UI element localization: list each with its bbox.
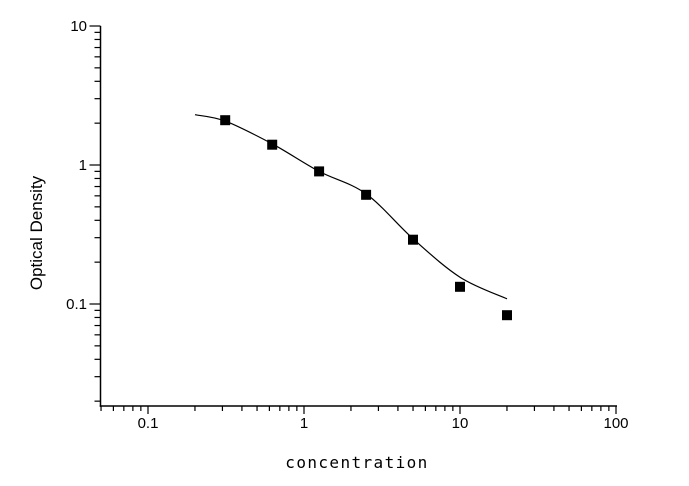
data-point-marker (267, 139, 278, 150)
axes-layer (99, 26, 617, 407)
x-tick-label: 1 (300, 415, 308, 432)
x-tick-label: 0.1 (138, 415, 159, 432)
y-tick-label: 1 (79, 157, 87, 174)
x-tick-label: 100 (603, 415, 628, 432)
data-point-marker (361, 189, 372, 200)
y-axis-title: Optical Density (27, 175, 46, 290)
ticks-layer (89, 25, 617, 414)
data-point-marker (408, 234, 418, 245)
data-point-marker (502, 310, 512, 321)
x-axis-title: concentration (285, 453, 428, 472)
y-tick-label: 10 (70, 18, 87, 35)
y-tick-label: 0.1 (66, 296, 87, 313)
x-tick-label: 10 (452, 415, 469, 432)
tick-labels-layer: 0.1 1 10 100 10 1 0.1 (66, 18, 628, 432)
fit-curve (194, 114, 508, 300)
data-point-marker (455, 281, 465, 292)
data-point-marker (220, 115, 231, 126)
data-layer (194, 114, 512, 321)
